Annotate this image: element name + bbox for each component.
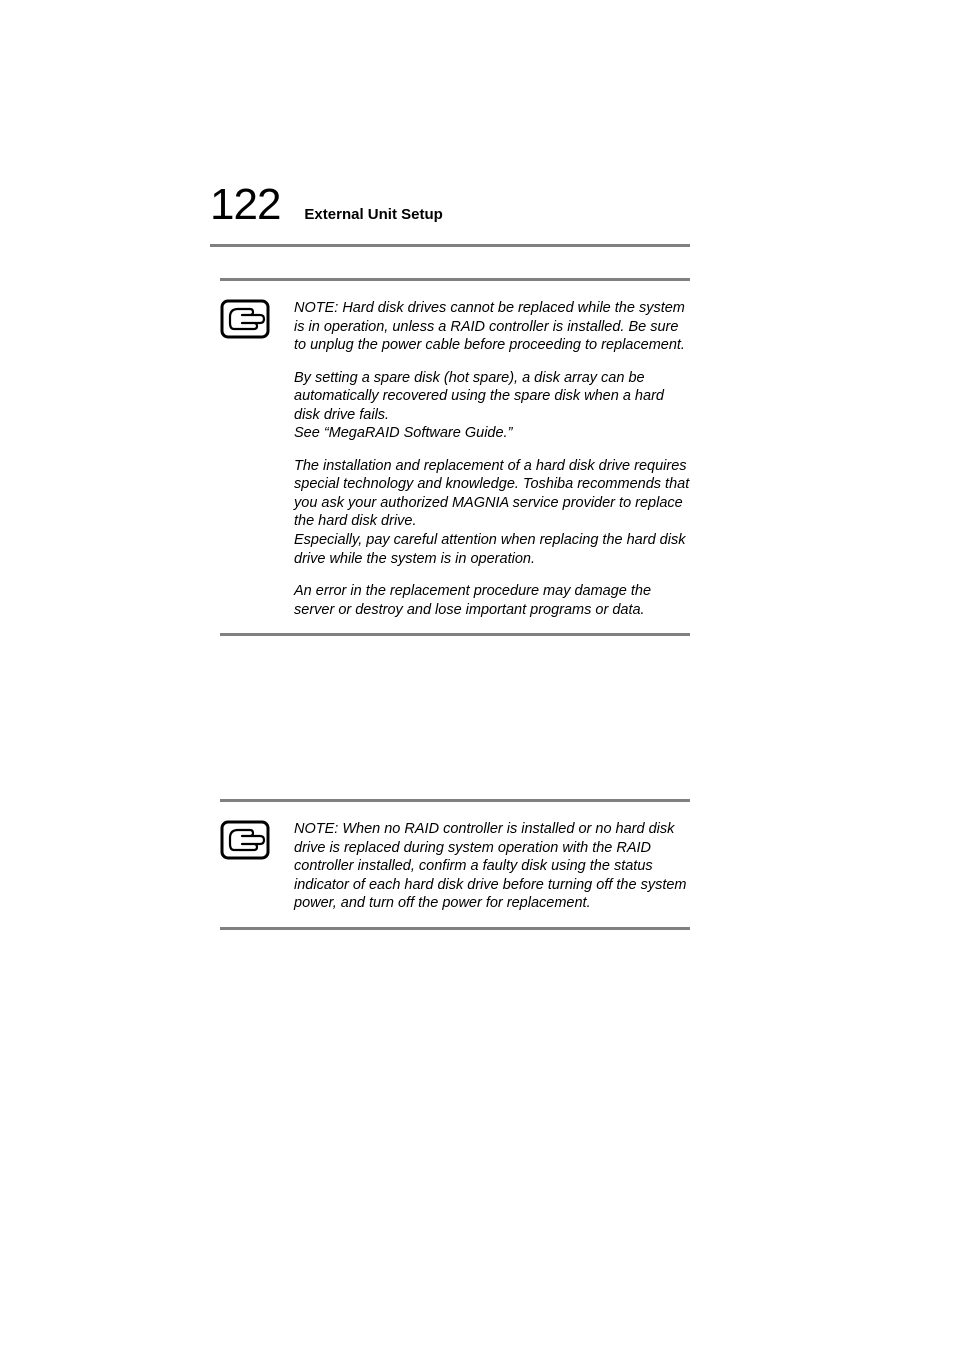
header-row: 122 External Unit Setup [210,180,704,230]
note-block: NOTE: When no RAID controller is install… [220,799,690,930]
note-rule-bottom [220,927,690,930]
note-rule-top [220,278,690,281]
note-hand-icon [220,299,270,345]
note-text-column: NOTE: Hard disk drives cannot be replace… [294,299,690,619]
note-paragraph: NOTE: Hard disk drives cannot be replace… [294,299,690,355]
note-rule-top [220,799,690,802]
note-rule-bottom [220,633,690,636]
header-rule [210,244,690,247]
note-paragraph: By setting a spare disk (hot spare), a d… [294,369,690,443]
note-text-column: NOTE: When no RAID controller is install… [294,820,690,913]
note-content: NOTE: When no RAID controller is install… [220,820,690,913]
document-page: 122 External Unit Setup NOTE: Hard disk … [0,0,954,1351]
note-paragraph: The installation and replacement of a ha… [294,457,690,568]
page-header: 122 External Unit Setup [210,180,704,247]
page-number: 122 [210,180,280,230]
note-block: NOTE: Hard disk drives cannot be replace… [220,278,690,636]
note-paragraph: NOTE: When no RAID controller is install… [294,820,690,913]
note-paragraph: An error in the replacement procedure ma… [294,582,690,619]
note-hand-icon [220,820,270,866]
note-content: NOTE: Hard disk drives cannot be replace… [220,299,690,619]
section-title: External Unit Setup [304,206,442,223]
